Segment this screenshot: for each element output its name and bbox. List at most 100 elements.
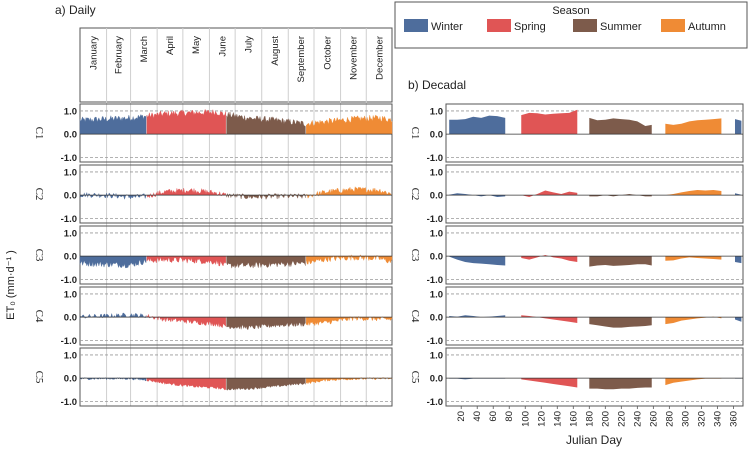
daily-panel-frame: [79, 347, 393, 407]
decadal-ytick-label: -1.0: [427, 336, 443, 347]
daily-area-spring: [146, 187, 226, 199]
daily-panel-c2: 1.0 0.0 -1.0 C2: [33, 164, 393, 225]
daily-ytick-label: 1.0: [64, 350, 77, 361]
decadal-xtick-label: 60: [488, 411, 499, 422]
legend-label-autumn: Autumn: [688, 21, 726, 33]
decadal-xtick-label: 100: [520, 411, 531, 427]
decadal-xtick-label: 140: [552, 411, 563, 427]
decadal-area-autumn: [665, 118, 722, 135]
daily-panel-title: a) Daily: [55, 3, 96, 17]
legend-box: [394, 1, 748, 49]
daily-area-winter: [79, 312, 147, 319]
legend-title: Season: [552, 5, 589, 17]
decadal-xtick-label: 280: [664, 411, 675, 427]
month-header-box: [79, 27, 393, 103]
daily-row-label: C5: [33, 371, 45, 384]
legend-label-summer: Summer: [600, 21, 642, 33]
decadal-xtick-label: 340: [712, 411, 723, 427]
decadal-area-summer: [589, 256, 652, 267]
decadal-panels: 1.0 0.0 -1.0 C1 1.0 0.0 -1.0 C2 1.0 0.0 -1.0 C3 1.0 0…: [409, 103, 744, 408]
daily-ytick-label: -1.0: [61, 275, 77, 286]
decadal-area-winter: [449, 315, 506, 318]
decadal-ytick-label: 0.0: [430, 191, 443, 202]
decadal-panel-frame: [445, 286, 744, 346]
legend-swatch-summer: [573, 19, 597, 32]
daily-ytick-label: 0.0: [64, 130, 77, 141]
decadal-xtick-label: 80: [504, 411, 515, 422]
legend-swatch-autumn: [661, 19, 685, 32]
daily-ytick-label: 1.0: [64, 228, 77, 239]
daily-area-autumn: [306, 114, 393, 135]
legend-swatch-winter: [404, 19, 428, 32]
daily-ytick-label: -1.0: [61, 397, 77, 408]
decadal-ytick-label: 1.0: [430, 350, 443, 361]
month-label: April: [165, 36, 176, 55]
daily-ytick-label: 0.0: [64, 252, 77, 263]
decadal-panel-title: b) Decadal: [408, 78, 466, 92]
daily-area-summer: [226, 255, 306, 269]
decadal-area-winter: [734, 193, 742, 196]
decadal-ytick-label: 0.0: [430, 130, 443, 141]
legend-swatch-spring: [487, 19, 511, 32]
month-label: June: [217, 36, 228, 57]
month-label: March: [139, 36, 150, 62]
daily-panel-frame: [79, 286, 393, 346]
daily-area-autumn: [306, 377, 393, 385]
daily-row-label: C2: [33, 188, 45, 201]
daily-row-label: C3: [33, 249, 45, 262]
decadal-area-winter: [449, 256, 506, 266]
decadal-xtick-label: 320: [696, 411, 707, 427]
decadal-xtick-label: 180: [584, 411, 595, 427]
daily-area-winter: [79, 191, 147, 200]
decadal-xtick-label: 220: [616, 411, 627, 427]
decadal-x-axis: 20 40 60 80 100 120 140 160 180 200 220 240 260 280 30…: [456, 406, 739, 427]
month-label: September: [296, 36, 307, 82]
decadal-area-autumn: [665, 256, 722, 261]
decadal-panel-c2: 1.0 0.0 -1.0 C2: [409, 164, 744, 225]
month-label: February: [114, 36, 125, 74]
daily-area-spring: [146, 255, 226, 267]
decadal-area-spring: [521, 109, 578, 135]
daily-area-summer: [226, 316, 306, 330]
decadal-xtick-label: 160: [568, 411, 579, 427]
daily-ytick-label: 1.0: [64, 289, 77, 300]
month-label: October: [322, 36, 333, 70]
decadal-area-summer: [589, 317, 652, 328]
daily-panels: January February March April May June July Augu…: [33, 28, 393, 408]
decadal-panel-frame: [445, 225, 744, 285]
decadal-xtick-label: 240: [632, 411, 643, 427]
daily-ytick-label: 1.0: [64, 106, 77, 117]
decadal-area-spring: [521, 190, 578, 198]
decadal-ytick-label: 1.0: [430, 106, 443, 117]
decadal-panel-c3: 1.0 0.0 -1.0 C3: [409, 225, 744, 286]
month-label: December: [375, 36, 386, 80]
daily-panel-frame: [79, 225, 393, 285]
decadal-xtick-label: 40: [472, 411, 483, 422]
decadal-area-autumn: [665, 378, 722, 386]
daily-panel-c4: 1.0 0.0 -1.0 C4: [33, 286, 393, 347]
decadal-xtick-label: 300: [680, 411, 691, 427]
daily-panel-frame: [79, 164, 393, 224]
legend-label-spring: Spring: [514, 21, 546, 33]
decadal-area-winter: [734, 119, 742, 135]
decadal-ytick-label: 0.0: [430, 313, 443, 324]
legend-label-winter: Winter: [431, 21, 463, 33]
daily-panel-c1: 1.0 0.0 -1.0 C1: [33, 103, 393, 164]
decadal-area-winter: [734, 317, 742, 322]
daily-area-summer: [226, 377, 306, 391]
month-label: November: [348, 36, 359, 80]
decadal-ytick-label: -1.0: [427, 214, 443, 225]
decadal-area-autumn: [665, 190, 722, 196]
legend: Season Winter Spring Summer Autumn: [394, 1, 748, 49]
month-label: May: [191, 36, 202, 54]
daily-ytick-label: 0.0: [64, 313, 77, 324]
decadal-xtick-label: 120: [536, 411, 547, 427]
month-label: July: [243, 36, 254, 53]
decadal-panel-frame: [445, 164, 744, 224]
decadal-panel-c5: 1.0 0.0 -1.0 C5: [409, 347, 744, 408]
decadal-xtick-label: 260: [648, 411, 659, 427]
month-label: August: [270, 36, 281, 66]
decadal-row-label: C1: [409, 127, 421, 140]
decadal-area-autumn: [665, 316, 722, 325]
